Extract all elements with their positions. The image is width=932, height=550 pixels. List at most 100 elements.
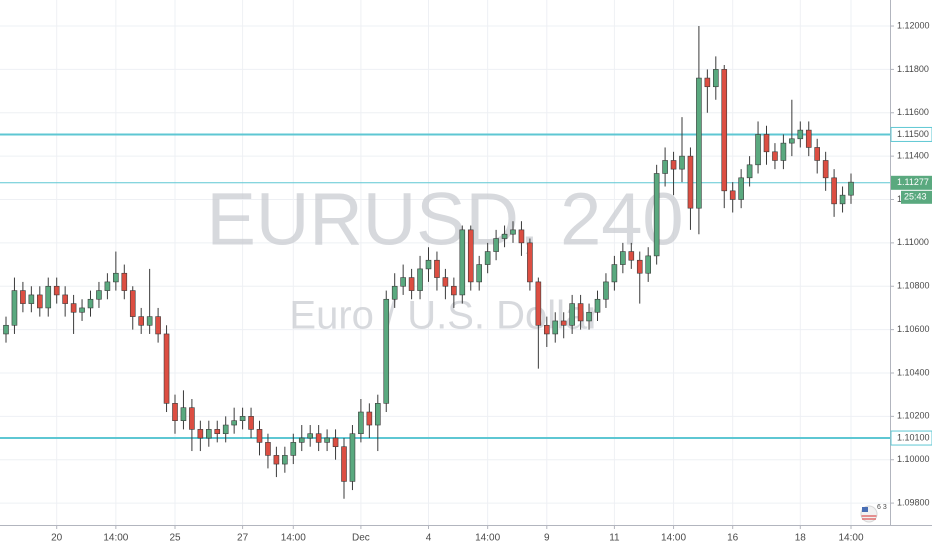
candle-body bbox=[789, 138, 795, 144]
x-tick-label: 25 bbox=[169, 533, 181, 544]
x-tick-label: 20 bbox=[51, 533, 63, 544]
candle-body bbox=[484, 251, 491, 265]
candle-body bbox=[560, 320, 567, 326]
x-tick-label: 9 bbox=[544, 533, 550, 544]
candle-body bbox=[62, 294, 68, 304]
level-tag bbox=[890, 126, 932, 142]
candle-body bbox=[451, 285, 457, 296]
candle-body bbox=[805, 129, 812, 148]
candle-body bbox=[79, 307, 85, 313]
last-price-tag bbox=[891, 175, 932, 190]
x-tick-label: 14:00 bbox=[475, 533, 500, 544]
candle-body bbox=[96, 290, 102, 300]
candle-body bbox=[129, 290, 136, 317]
candle-body bbox=[400, 277, 406, 287]
candle-body bbox=[628, 251, 635, 261]
candle-layer bbox=[3, 26, 854, 499]
candle-body bbox=[315, 433, 322, 443]
candle-body bbox=[45, 285, 52, 309]
candle-body bbox=[696, 77, 702, 209]
y-tick-label: 1.10000 bbox=[897, 454, 930, 464]
candle-body bbox=[358, 411, 364, 435]
candle-body bbox=[822, 160, 829, 179]
candle-body bbox=[662, 160, 668, 174]
candle-body bbox=[755, 134, 761, 166]
countdown-label: 25:43 bbox=[904, 192, 927, 202]
price-tag-layer: 1.11500 1.10100 1.11277 25:43 bbox=[890, 126, 932, 446]
candle-body bbox=[687, 155, 694, 209]
last-price-label: 1.11277 bbox=[897, 177, 929, 187]
level-tag-label: 1.11500 bbox=[897, 129, 929, 139]
candle-body bbox=[341, 446, 347, 482]
candle-body bbox=[814, 147, 821, 161]
candle-body bbox=[11, 290, 18, 326]
candle-body bbox=[780, 142, 787, 161]
candle-body bbox=[172, 403, 178, 421]
y-tick-label: 1.10200 bbox=[897, 411, 930, 421]
candle-body bbox=[679, 155, 685, 170]
candle-body bbox=[518, 229, 525, 244]
candle-body bbox=[256, 429, 263, 443]
candle-body bbox=[527, 242, 533, 283]
candle-body bbox=[104, 281, 111, 291]
candle-body bbox=[273, 455, 280, 465]
candle-body bbox=[611, 264, 618, 283]
candle-body bbox=[155, 316, 161, 335]
x-tick-label: 27 bbox=[237, 533, 249, 544]
candle-body bbox=[594, 298, 601, 313]
y-tick-label: 1.10400 bbox=[897, 367, 930, 377]
candle-body bbox=[442, 277, 449, 287]
candle-body bbox=[763, 134, 770, 153]
candle-body bbox=[180, 407, 187, 421]
candle-body bbox=[425, 259, 432, 270]
x-tick-label: 14:00 bbox=[103, 533, 128, 544]
candle-body bbox=[797, 129, 804, 140]
candle-body bbox=[501, 233, 508, 239]
candle-body bbox=[189, 407, 195, 430]
candle-body bbox=[307, 433, 314, 439]
candle-body bbox=[3, 324, 9, 335]
candle-body bbox=[324, 437, 330, 443]
candle-body bbox=[712, 69, 719, 88]
candle-body bbox=[434, 259, 440, 278]
candle-body bbox=[620, 251, 626, 265]
candle-body bbox=[163, 333, 170, 404]
candle-body bbox=[36, 294, 43, 309]
x-tick-label: 4 bbox=[426, 533, 432, 544]
candle-body bbox=[70, 303, 77, 313]
candle-body bbox=[721, 69, 728, 192]
y-tick-label: 1.10600 bbox=[897, 324, 930, 334]
candle-body bbox=[408, 277, 415, 291]
badge-icon[interactable]: 6 3 bbox=[860, 504, 887, 523]
candle-body bbox=[839, 194, 846, 205]
candle-body bbox=[383, 298, 390, 404]
candle-body bbox=[510, 229, 516, 235]
candle-body bbox=[239, 416, 246, 421]
candle-body bbox=[569, 303, 575, 326]
candle-body bbox=[670, 160, 677, 170]
candle-body bbox=[636, 259, 643, 274]
candle-body bbox=[374, 403, 381, 426]
x-tick-label: 11 bbox=[609, 533, 620, 544]
axis-layer: 1.09800 1.10000 1.10200 1.10400 1.10600 1.108… bbox=[51, 20, 929, 543]
candle-body bbox=[290, 442, 297, 456]
candle-body bbox=[459, 229, 466, 296]
candle-body bbox=[552, 320, 559, 335]
candle-body bbox=[349, 433, 356, 482]
candle-body bbox=[417, 268, 423, 291]
y-tick-label: 1.11800 bbox=[897, 64, 929, 74]
watermark-symbol: EURUSD, 240 bbox=[206, 178, 683, 261]
candle-body bbox=[586, 311, 592, 322]
candle-body bbox=[603, 281, 609, 300]
candle-body bbox=[467, 229, 474, 283]
candle-body bbox=[113, 272, 119, 283]
candle-body bbox=[222, 424, 229, 435]
candle-body bbox=[746, 164, 753, 179]
candle-body bbox=[138, 316, 144, 326]
candle-body bbox=[332, 437, 339, 448]
candle-body bbox=[772, 151, 778, 161]
candle-body bbox=[231, 420, 237, 426]
level-tag-label: 1.10100 bbox=[897, 432, 930, 442]
